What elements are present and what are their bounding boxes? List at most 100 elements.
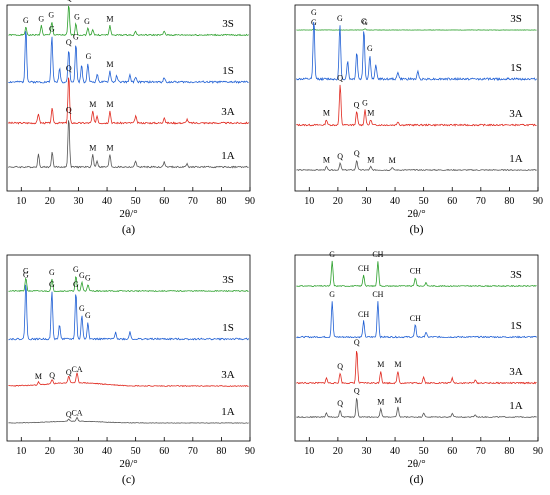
peak-label: CH [358, 310, 369, 319]
peak-label: Q [354, 149, 360, 158]
peak-label: M [89, 143, 96, 152]
x-tick-label: 10 [304, 196, 314, 207]
peak-label: M [394, 396, 401, 405]
peak-label: CH [410, 314, 421, 323]
peak-label: G [362, 18, 368, 27]
x-tick-label: 90 [245, 446, 255, 457]
peak-label: G [329, 290, 335, 299]
peak-label: M [377, 360, 384, 369]
x-tick-label: 10 [16, 196, 26, 207]
series-line-1A [296, 398, 537, 419]
x-tick-label: 40 [390, 446, 400, 457]
peak-label: Q [66, 410, 72, 419]
peak-label: Q [66, 64, 72, 73]
series-label: 1A [221, 406, 235, 418]
peak-label: Q [354, 386, 360, 395]
series-label: 3A [509, 108, 523, 120]
x-tick-label: 80 [504, 196, 514, 207]
peak-label: Q [354, 338, 360, 347]
peak-label: G [73, 280, 79, 289]
x-tick-label: 50 [419, 196, 429, 207]
series-label: 1S [222, 65, 234, 77]
series-line-3A [296, 351, 537, 385]
peak-label: Q [66, 368, 72, 377]
series-label: 1S [222, 322, 234, 334]
peak-label: Q [337, 399, 343, 408]
peak-label: M [394, 360, 401, 369]
series-label: 3S [222, 274, 234, 286]
x-tick-label: 70 [476, 196, 486, 207]
series-label: 1A [221, 150, 235, 162]
x-axis-title: 2θ/° [407, 208, 425, 220]
peak-label: M [389, 156, 396, 165]
series-label: 3A [221, 106, 235, 118]
x-tick-label: 40 [102, 196, 112, 207]
peak-label: Q [66, 0, 72, 3]
x-tick-label: 70 [188, 446, 198, 457]
x-axis-title: 2θ/° [407, 458, 425, 470]
peak-label: G [329, 250, 335, 259]
panel-caption: (a) [122, 222, 135, 236]
series-line-1S [296, 21, 537, 81]
peak-label: G [23, 16, 29, 25]
peak-label: M [106, 100, 113, 109]
series-label: 3S [222, 18, 234, 30]
series-label: 3A [509, 366, 523, 378]
x-tick-label: 70 [188, 196, 198, 207]
peak-label: M [367, 156, 374, 165]
peak-label: CH [372, 250, 383, 259]
x-tick-label: 20 [333, 446, 343, 457]
series-line-1S [8, 284, 249, 341]
x-tick-label: 40 [390, 196, 400, 207]
plot-frame [6, 4, 251, 192]
peak-label: G [79, 304, 85, 313]
x-tick-label: 60 [159, 446, 169, 457]
peak-label: G [85, 273, 91, 282]
peak-label: Q [337, 74, 343, 83]
plot-frame [294, 4, 539, 192]
x-tick-label: 60 [159, 196, 169, 207]
x-tick-label: 20 [45, 196, 55, 207]
peak-label: M [106, 15, 113, 24]
series-line-3A [8, 372, 249, 388]
x-tick-label: 30 [361, 446, 371, 457]
plot-frame [294, 254, 539, 442]
peak-label: Q [354, 101, 360, 110]
peak-label: G [85, 311, 91, 320]
x-tick-label: 60 [447, 446, 457, 457]
series-label: 3S [510, 13, 522, 25]
series-line-3A [296, 84, 537, 127]
x-tick-label: 30 [361, 196, 371, 207]
panel-caption: (b) [410, 222, 424, 236]
x-tick-label: 40 [102, 446, 112, 457]
x-tick-label: 10 [304, 446, 314, 457]
x-axis-title: 2θ/° [119, 208, 137, 220]
x-tick-label: 50 [131, 196, 141, 207]
x-tick-label: 50 [131, 446, 141, 457]
x-tick-label: 30 [73, 196, 83, 207]
peak-label: CA [71, 365, 82, 374]
panel-a: 1020304050607080902θ/°(a)3SGGQGGM1SGGQGG… [6, 0, 255, 236]
x-tick-label: 90 [533, 446, 543, 457]
x-tick-label: 20 [45, 446, 55, 457]
series-label: 1S [510, 320, 522, 332]
x-tick-label: 60 [447, 196, 457, 207]
series-line-1S [296, 301, 537, 339]
peak-label: G [311, 8, 317, 17]
peak-label: G [86, 52, 92, 61]
panel-d: 10 20 30 40 50 60 70 80 902θ/°(d)3SGCHCHCH1SGCHC… [294, 250, 543, 486]
peak-label: M [323, 109, 330, 118]
peak-label: G [79, 271, 85, 280]
series-label: 3S [510, 269, 522, 281]
peak-label: CH [410, 267, 421, 276]
peak-label: G [73, 265, 79, 274]
peak-label: G [23, 267, 29, 276]
peak-label: G [367, 44, 373, 53]
plot-frame [6, 254, 251, 442]
x-tick-label: 80 [216, 446, 226, 457]
peak-label: CA [71, 408, 82, 417]
peak-label: M [106, 143, 113, 152]
peak-label: G [73, 33, 79, 42]
peak-label: M [323, 156, 330, 165]
